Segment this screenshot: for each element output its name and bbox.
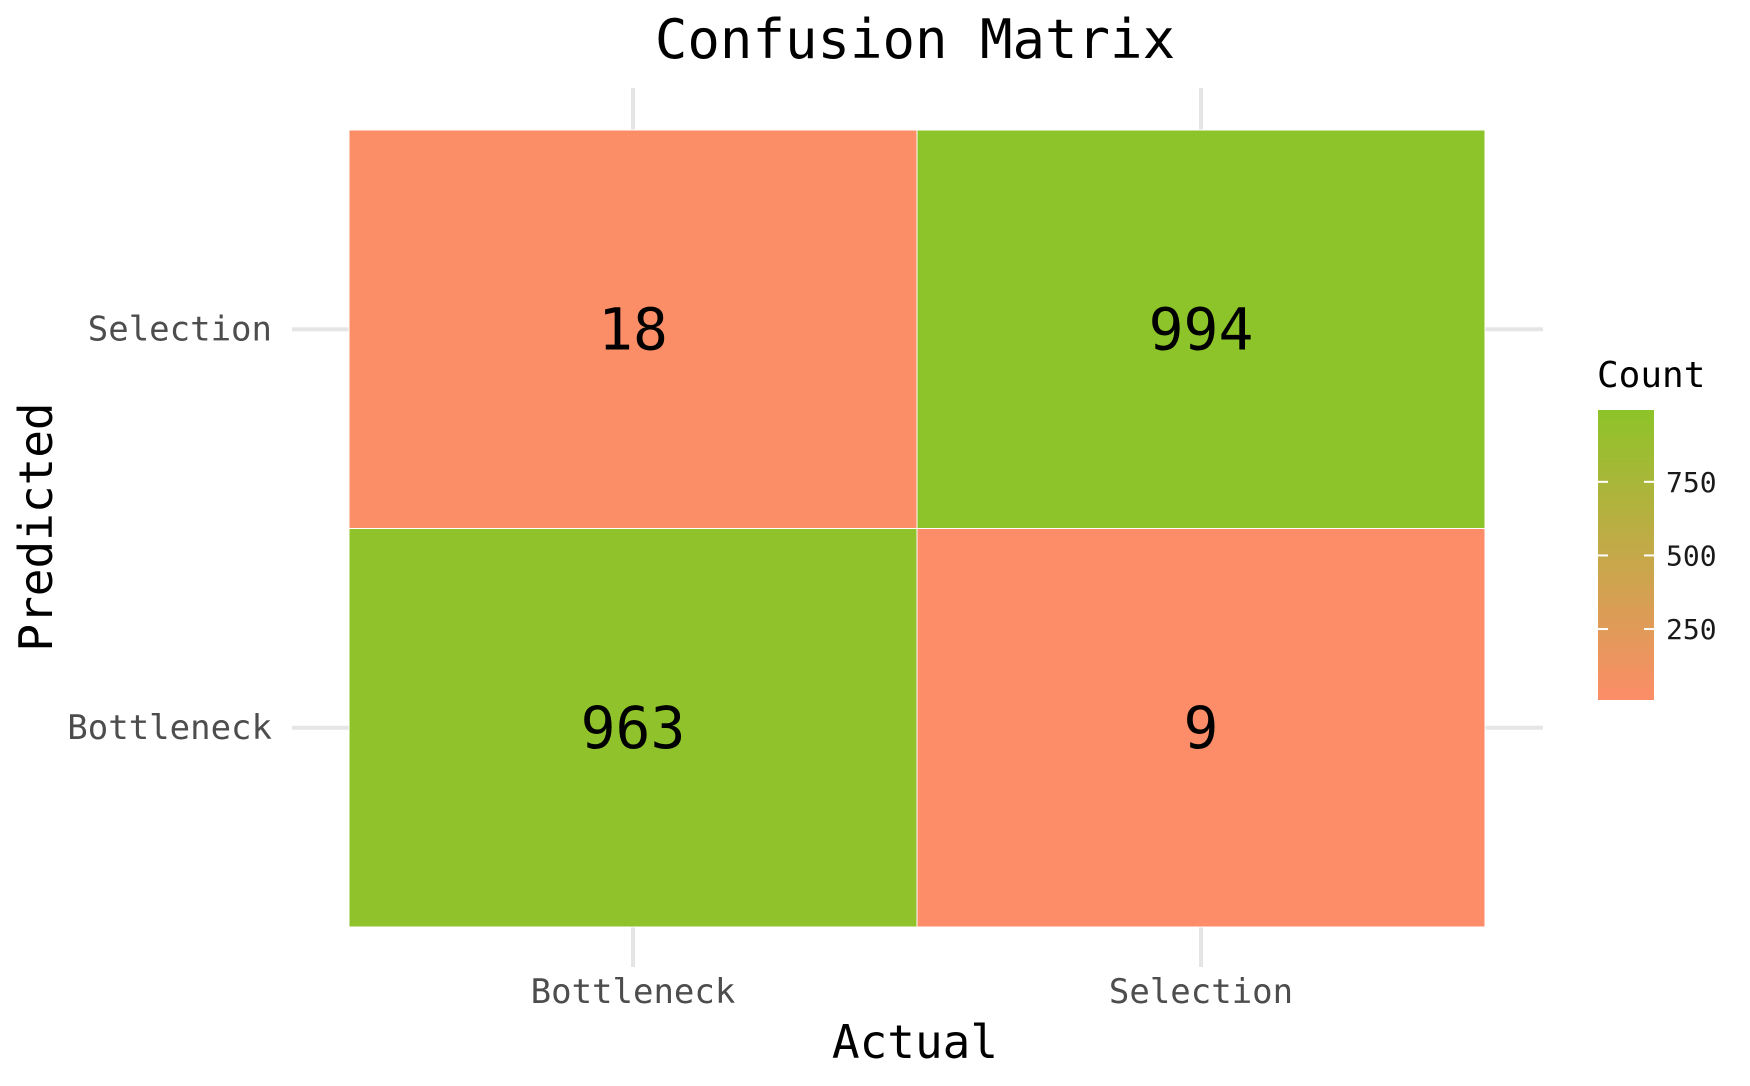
- x-axis-tick-labels: Bottleneck Selection: [531, 972, 1293, 1012]
- legend-tick-label: 750: [1666, 466, 1717, 499]
- heatmap-cell: [916, 528, 1486, 928]
- x-axis-title: Actual: [832, 1015, 998, 1069]
- cell-value-label: 18: [598, 295, 668, 363]
- legend-tick-label: 250: [1666, 613, 1717, 646]
- legend-ticks: 250 500 750: [1598, 466, 1717, 646]
- heatmap-cells: [348, 129, 1486, 928]
- chart-title: Confusion Matrix: [655, 8, 1175, 71]
- y-tick-label: Selection: [88, 309, 272, 349]
- x-tick-label: Selection: [1109, 972, 1293, 1012]
- cell-value-label: 994: [1149, 295, 1254, 363]
- heatmap-cell: [348, 528, 918, 928]
- cell-value-label: 9: [1184, 694, 1219, 762]
- cell-value-labels: 18 994 963 9: [581, 295, 1254, 762]
- color-legend: Count 250 500 750: [1597, 355, 1717, 700]
- heatmap-cell: [348, 129, 918, 529]
- x-tick-label: Bottleneck: [531, 972, 736, 1012]
- y-axis-title: Predicted: [9, 402, 63, 651]
- y-axis-tick-labels: Bottleneck Selection: [67, 309, 272, 748]
- y-tick-label: Bottleneck: [67, 708, 272, 748]
- legend-tick-label: 500: [1666, 539, 1717, 572]
- cell-value-label: 963: [581, 694, 686, 762]
- legend-title: Count: [1597, 355, 1705, 396]
